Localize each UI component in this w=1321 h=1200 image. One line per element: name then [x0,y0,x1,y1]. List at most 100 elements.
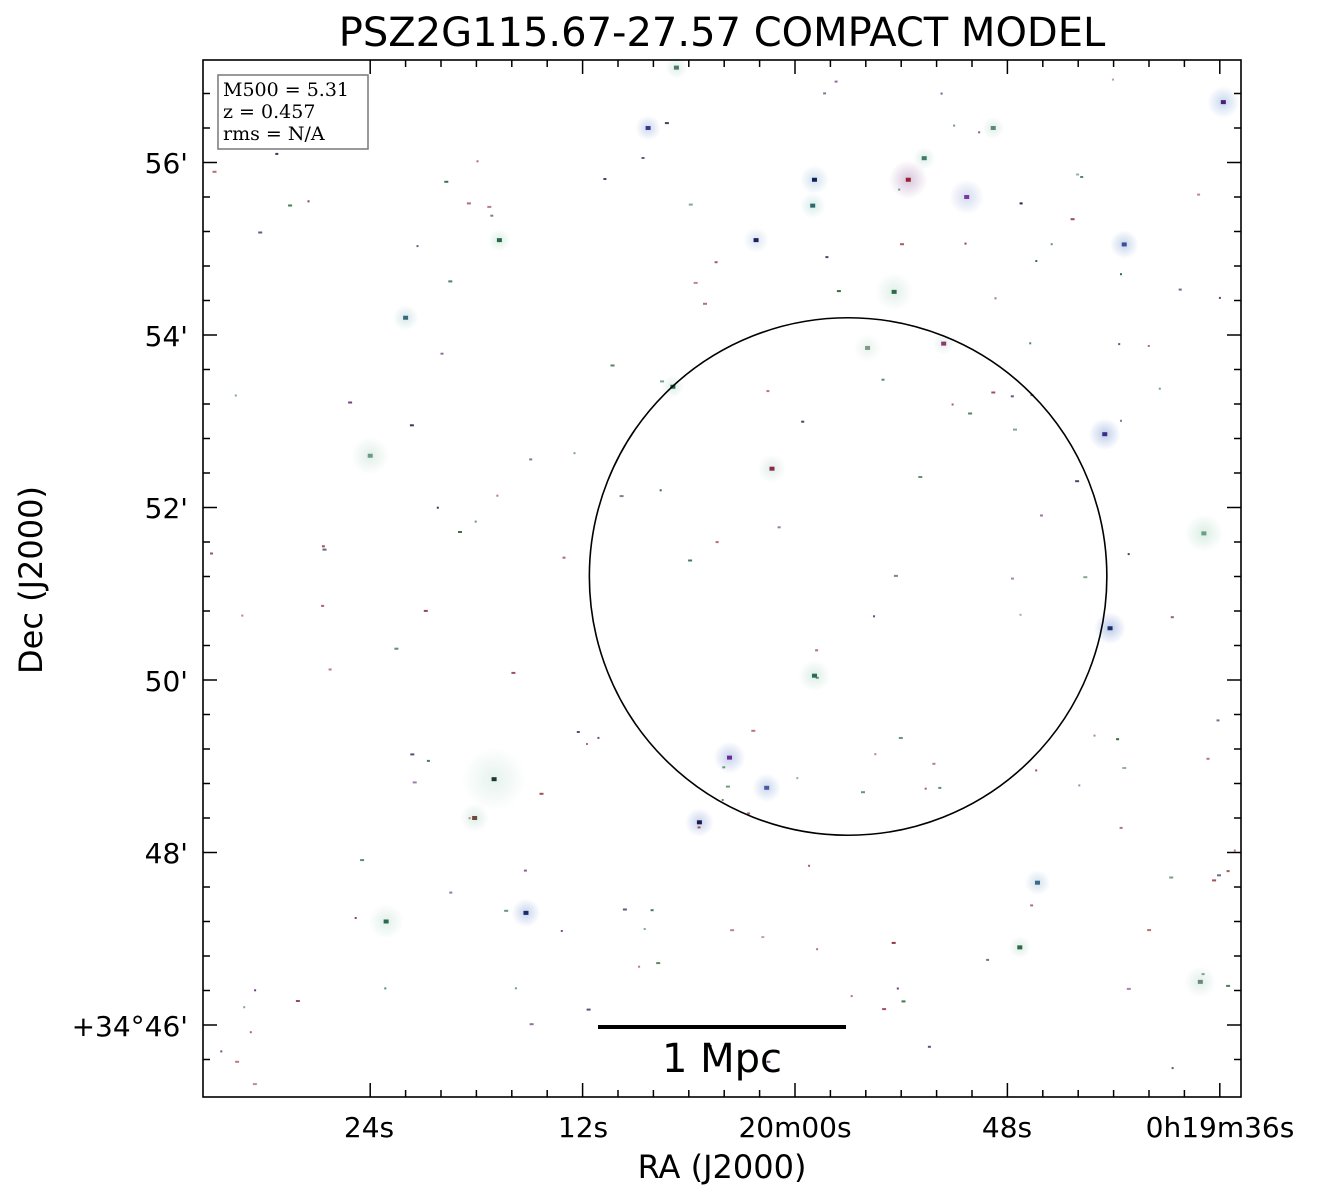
noise-pixel [275,152,279,155]
noise-pixel [1201,973,1205,976]
source-point [941,341,947,346]
x-tick-label: 48s [982,1111,1032,1144]
noise-pixel [468,817,471,820]
noise-pixel [423,609,428,612]
y-axis-tick-labels: 56' 54' 52' 50' 48' +34°46' [72,147,188,1043]
noise-pixel [586,743,588,745]
noise-pixel [1218,296,1221,299]
info-m500: M500 = 5.31 [223,79,349,101]
noise-pixel [766,1060,771,1063]
noise-pixel [1122,767,1127,769]
noise-pixel [978,131,981,134]
noise-pixel [539,792,544,795]
noise-pixel [321,604,325,607]
noise-pixel [1050,243,1053,246]
noise-pixel [586,1008,591,1011]
noise-pixel [360,859,365,862]
noise-pixel [354,917,357,919]
noise-pixel [235,1060,240,1063]
noise-pixel [823,92,827,95]
noise-pixel [622,908,627,911]
noise-pixel [1197,193,1201,196]
noise-pixel [1170,616,1174,619]
noise-pixel [576,731,580,733]
noise-pixel [458,531,462,533]
source-point [472,816,478,820]
noise-pixels [210,78,1236,1086]
noise-pixel [1226,984,1231,987]
noise-pixel [1035,260,1038,262]
source-point [891,289,897,294]
noise-pixel [210,552,213,555]
noise-pixel [994,297,997,300]
noise-pixel [529,1023,534,1026]
noise-pixel [714,261,718,264]
noise-pixel [900,243,904,246]
noise-pixel [514,987,517,990]
noise-pixel [777,526,781,529]
info-rms: rms = N/A [223,123,325,145]
noise-pixel [1010,395,1014,398]
noise-pixel [490,214,494,217]
source-point [865,345,871,350]
noise-pixel [924,787,927,790]
source-point [696,820,702,825]
noise-pixel [656,962,661,965]
noise-pixel [328,668,332,671]
source-point [645,126,651,130]
y-tick-label: 48' [145,837,188,870]
source-point [1102,432,1108,437]
noise-pixel [1083,576,1088,579]
noise-pixel [898,188,901,191]
noise-pixel [641,157,645,159]
info-redshift: z = 0.457 [223,101,315,123]
noise-pixel [1070,218,1075,221]
chart-title: PSZ2G115.67-27.57 COMPACT MODEL [339,10,1106,56]
axis-ticks [203,60,1241,1097]
noise-pixel [426,759,430,762]
x-tick-label: 24s [344,1111,394,1144]
noise-pixel [722,766,726,769]
noise-pixel [751,729,756,732]
noise-pixel [252,1083,257,1086]
noise-pixel [968,412,973,415]
source-point [905,177,911,182]
noise-pixel [874,753,877,756]
source-point [1197,979,1203,984]
source-point [1107,626,1113,631]
noise-pixel [801,420,805,423]
noise-pixel [1120,419,1122,422]
source-point [496,238,502,243]
noise-pixel [815,649,819,652]
noise-pixel [448,280,453,283]
noise-pixel [1029,342,1032,345]
noise-pixel [1035,769,1038,772]
noise-pixel [1080,176,1084,178]
noise-pixel [861,791,865,794]
noise-pixel [1040,514,1043,517]
plot-area [203,56,1241,1097]
noise-pixel [766,390,770,393]
noise-pixel [322,548,327,551]
noise-pixel [384,987,387,990]
noise-pixel [410,753,415,756]
noise-pixel [730,929,735,932]
noise-pixel [901,1000,906,1003]
source-point [383,919,389,924]
noise-pixel [220,1050,223,1053]
noise-pixel [650,909,654,912]
source-point [811,673,817,678]
noise-pixel [986,958,990,961]
noise-pixel [761,936,765,939]
noise-pixel [991,391,996,394]
noise-pixel [1126,987,1131,990]
noise-pixel [964,242,967,245]
source-point [403,315,409,320]
noise-pixel [816,948,819,951]
noise-pixel [254,989,257,992]
y-tick-label: 50' [145,665,188,698]
noise-pixel [643,928,646,930]
info-box: M500 = 5.31 z = 0.457 rms = N/A [217,74,369,150]
noise-pixel [1169,876,1174,879]
